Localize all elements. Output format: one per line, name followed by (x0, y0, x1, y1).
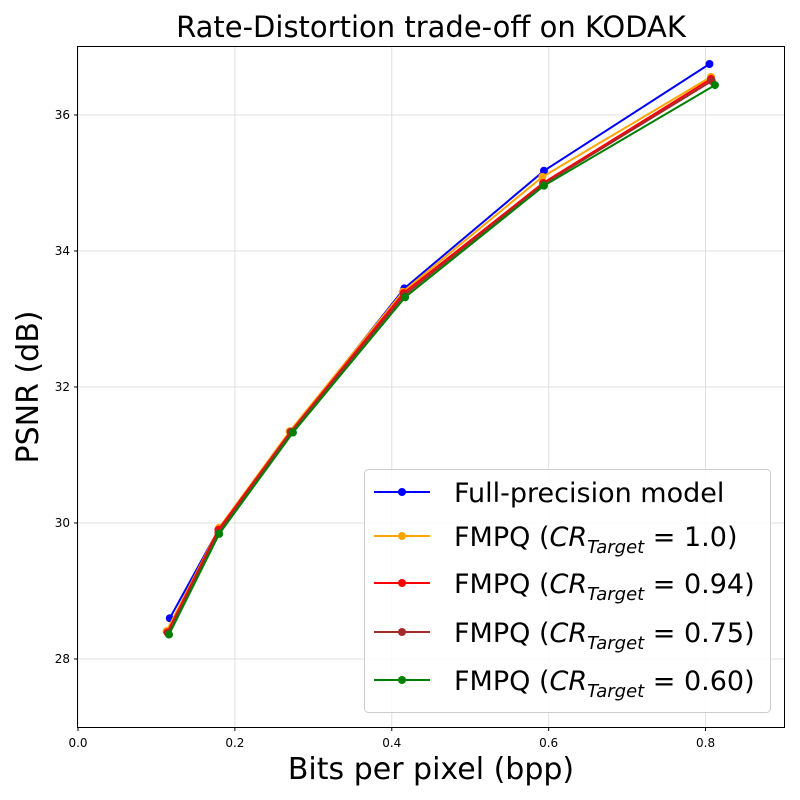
legend-marker (398, 532, 406, 540)
x-tick-label: 0.0 (68, 736, 87, 750)
legend-entry: FMPQ (CRTarget = 1.0) (374, 522, 737, 558)
series-line (166, 78, 712, 633)
legend-label: FMPQ (CRTarget = 1.0) (454, 522, 737, 558)
y-axis-title: PSNR (dB) (11, 311, 46, 464)
x-tick-label: 0.6 (539, 736, 558, 750)
legend-marker (398, 676, 406, 684)
legend-label: Full-precision model (454, 478, 724, 509)
legend-label: FMPQ (CRTarget = 0.94) (454, 569, 755, 605)
legend-entry: FMPQ (CRTarget = 0.60) (374, 666, 755, 702)
y-tick-label: 34 (55, 244, 70, 258)
legend-label: FMPQ (CRTarget = 0.75) (454, 618, 755, 654)
data-point (164, 630, 173, 639)
legend-entry: Full-precision model (374, 478, 724, 509)
legend-entry: FMPQ (CRTarget = 0.94) (374, 569, 755, 605)
legend-label: FMPQ (CRTarget = 0.60) (454, 666, 755, 702)
y-tick-label: 36 (55, 108, 70, 122)
legend: Full-precision model FMPQ (CRTarget = 1.0… (364, 469, 771, 713)
y-tick-label: 30 (55, 516, 70, 530)
data-point (539, 181, 548, 190)
series-line (167, 80, 713, 634)
data-point (539, 166, 548, 175)
series-layer (162, 60, 719, 639)
x-axis-title: Bits per pixel (bpp) (288, 752, 574, 787)
series-line (168, 84, 716, 635)
y-axis-ticks: 28 30 32 34 36 (55, 108, 78, 666)
data-point (215, 529, 224, 538)
data-point (710, 81, 719, 90)
legend-entry: FMPQ (CRTarget = 0.75) (374, 618, 755, 654)
legend-marker (398, 628, 406, 636)
y-tick-label: 32 (55, 380, 70, 394)
x-axis-ticks: 0.0 0.2 0.4 0.6 0.8 (68, 727, 715, 750)
x-tick-label: 0.4 (382, 736, 401, 750)
legend-marker (398, 488, 406, 496)
data-point (538, 172, 547, 181)
y-tick-label: 28 (55, 652, 70, 666)
x-tick-label: 0.2 (225, 736, 244, 750)
data-point (705, 60, 714, 68)
data-point (288, 428, 297, 437)
chart-title: Rate-Distortion trade-off on KODAK (176, 10, 687, 44)
series-5 (164, 81, 719, 639)
data-point (401, 293, 410, 302)
legend-marker (398, 579, 406, 587)
legend-box (364, 469, 771, 713)
x-tick-label: 0.8 (696, 736, 715, 750)
